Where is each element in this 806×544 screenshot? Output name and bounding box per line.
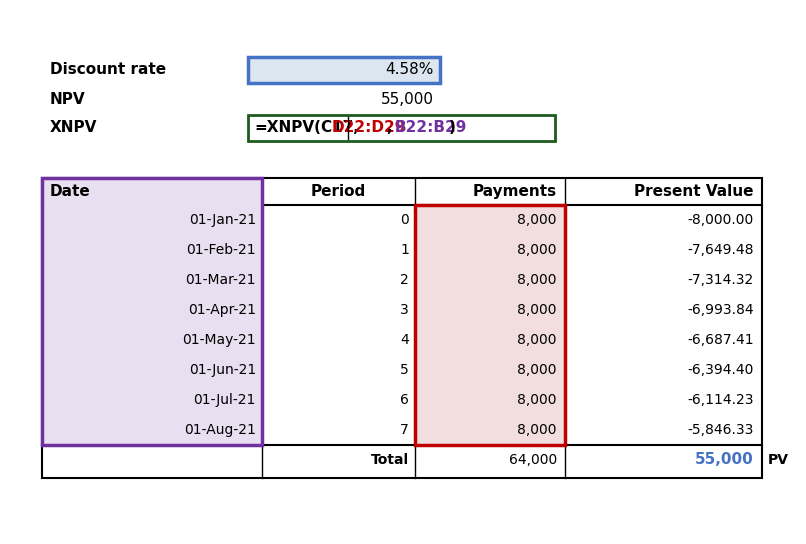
Text: 8,000: 8,000 xyxy=(517,423,557,437)
Text: -6,993.84: -6,993.84 xyxy=(688,303,754,317)
Text: -8,000.00: -8,000.00 xyxy=(688,213,754,227)
Text: =XNPV(C17,: =XNPV(C17, xyxy=(254,121,359,135)
Text: ): ) xyxy=(449,121,456,135)
Text: 8,000: 8,000 xyxy=(517,363,557,377)
Text: 8,000: 8,000 xyxy=(517,213,557,227)
Text: 8,000: 8,000 xyxy=(517,303,557,317)
Text: 55,000: 55,000 xyxy=(696,453,754,467)
Text: -7,314.32: -7,314.32 xyxy=(688,273,754,287)
Text: 8,000: 8,000 xyxy=(517,243,557,257)
Text: 01-Jun-21: 01-Jun-21 xyxy=(189,363,256,377)
Text: XNPV: XNPV xyxy=(50,120,98,134)
Text: 4: 4 xyxy=(401,333,409,347)
Text: 3: 3 xyxy=(401,303,409,317)
Text: 01-Aug-21: 01-Aug-21 xyxy=(184,423,256,437)
Text: -5,846.33: -5,846.33 xyxy=(688,423,754,437)
Text: 1: 1 xyxy=(400,243,409,257)
Bar xyxy=(42,178,262,445)
Text: B22:B29: B22:B29 xyxy=(394,121,467,135)
Text: 8,000: 8,000 xyxy=(517,393,557,407)
Text: -6,687.41: -6,687.41 xyxy=(688,333,754,347)
Text: D22:D29: D22:D29 xyxy=(332,121,406,135)
Text: -6,394.40: -6,394.40 xyxy=(688,363,754,377)
Text: Total: Total xyxy=(371,453,409,467)
Text: 5: 5 xyxy=(401,363,409,377)
Text: 8,000: 8,000 xyxy=(517,273,557,287)
Text: PV: PV xyxy=(768,453,789,467)
Text: Date: Date xyxy=(50,184,91,199)
Text: ,: , xyxy=(387,121,393,135)
Text: 6: 6 xyxy=(400,393,409,407)
Bar xyxy=(42,178,762,478)
Text: 01-Feb-21: 01-Feb-21 xyxy=(186,243,256,257)
Text: Period: Period xyxy=(311,184,366,199)
Bar xyxy=(248,57,440,83)
Text: NPV: NPV xyxy=(50,92,85,108)
Text: 8,000: 8,000 xyxy=(517,333,557,347)
Text: Payments: Payments xyxy=(473,184,557,199)
Text: 64,000: 64,000 xyxy=(509,453,557,467)
Text: 01-May-21: 01-May-21 xyxy=(182,333,256,347)
Text: 2: 2 xyxy=(401,273,409,287)
Bar xyxy=(415,205,565,445)
Text: 01-Jul-21: 01-Jul-21 xyxy=(193,393,256,407)
Text: 4.58%: 4.58% xyxy=(385,63,434,77)
Text: 7: 7 xyxy=(401,423,409,437)
Text: Present Value: Present Value xyxy=(634,184,754,199)
Text: -7,649.48: -7,649.48 xyxy=(688,243,754,257)
Text: 01-Apr-21: 01-Apr-21 xyxy=(188,303,256,317)
Text: Discount rate: Discount rate xyxy=(50,63,166,77)
Text: 55,000: 55,000 xyxy=(381,92,434,108)
Text: -6,114.23: -6,114.23 xyxy=(688,393,754,407)
Bar xyxy=(248,115,555,141)
Text: 01-Mar-21: 01-Mar-21 xyxy=(185,273,256,287)
Text: 0: 0 xyxy=(401,213,409,227)
Text: 01-Jan-21: 01-Jan-21 xyxy=(189,213,256,227)
